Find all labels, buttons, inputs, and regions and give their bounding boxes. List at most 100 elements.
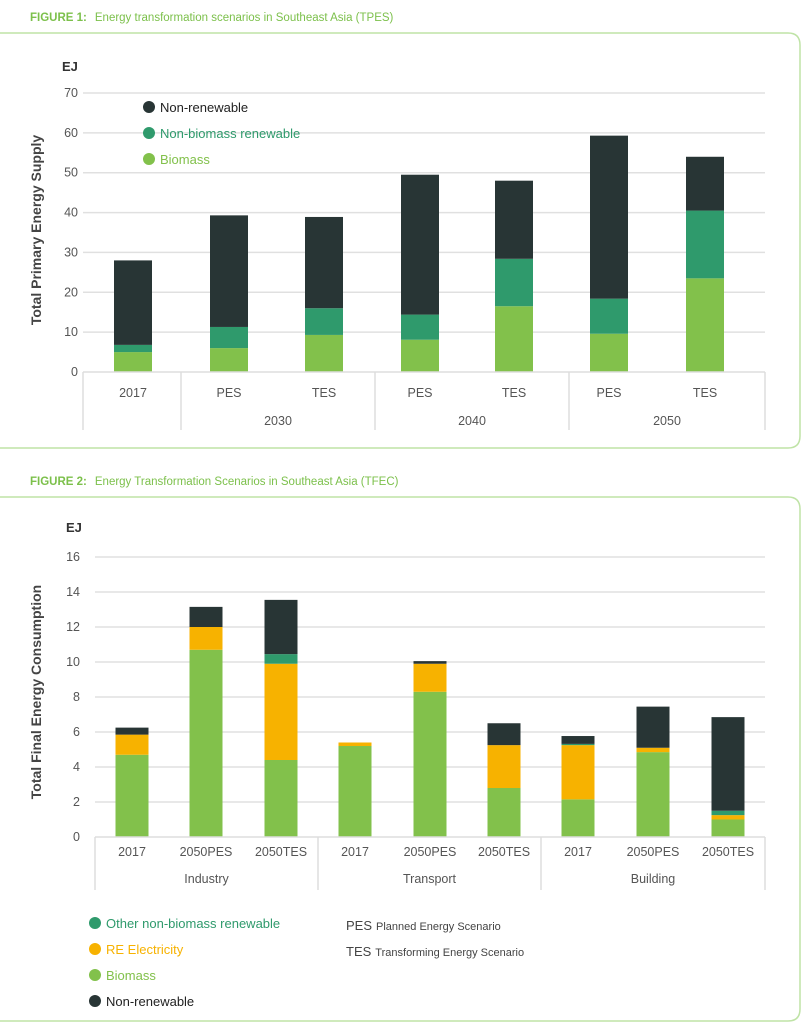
bar-segment-re-electricity xyxy=(711,815,745,820)
x-tick-label: TES xyxy=(693,386,717,400)
figure-2: FIGURE 2: Energy Transformation Scenarios… xyxy=(0,476,801,1022)
bar-segment-re-electricity xyxy=(189,627,223,650)
abbr-pes: PES xyxy=(346,918,372,933)
legend-item: Other non-biomass renewable xyxy=(106,916,280,931)
x-tick-label: 2050PES xyxy=(404,845,457,859)
y-tick-label: 14 xyxy=(66,585,80,599)
bar-segment-non-renewable xyxy=(686,156,724,211)
bar-segment-non-renewable xyxy=(305,216,343,309)
group-label: Building xyxy=(631,872,676,886)
bar-segment-biomass xyxy=(686,278,724,372)
bar-segment-biomass xyxy=(711,819,745,837)
y-tick-label: 6 xyxy=(73,725,80,739)
figure-2-y-axis-title: Total Final Energy Consumption xyxy=(28,585,44,799)
figure-2-unit: EJ xyxy=(66,520,82,535)
y-tick-label: 50 xyxy=(64,166,78,180)
group-label: 2030 xyxy=(264,414,292,428)
legend-marker xyxy=(89,943,101,955)
legend-item: RE Electricity xyxy=(106,942,184,957)
legend-marker xyxy=(89,969,101,981)
bar-segment-non-biomass-renewable xyxy=(495,258,533,307)
bar-segment-biomass xyxy=(495,306,533,372)
bar-segment-non-renewable xyxy=(189,606,223,627)
figure-1: FIGURE 1: Energy transformation scenarios… xyxy=(0,12,801,449)
x-tick-label: TES xyxy=(312,386,336,400)
legend-marker xyxy=(143,101,155,113)
bar-segment-non-renewable xyxy=(636,706,670,748)
bar-segment-biomass xyxy=(487,788,521,837)
bar-segment-non-renewable xyxy=(413,661,447,664)
x-tick-label: 2017 xyxy=(119,386,147,400)
bar-segment-re-electricity xyxy=(338,742,372,746)
svg-text:FIGURE 1:Energy transformation: FIGURE 1: Energy transformation scenarios… xyxy=(30,12,394,24)
abbreviation-key: PES Planned Energy Scenario TES Transformi… xyxy=(346,918,524,959)
bar-segment-non-renewable xyxy=(711,717,745,811)
bar-segment-non-renewable xyxy=(590,135,628,299)
bar-segment-biomass xyxy=(114,352,152,372)
y-tick-label: 4 xyxy=(73,760,80,774)
bar-segment-re-electricity xyxy=(115,734,149,755)
bar-segment-biomass xyxy=(401,339,439,372)
y-tick-label: 20 xyxy=(64,285,78,299)
legend-item: Non-biomass renewable xyxy=(160,126,300,141)
y-tick-label: 12 xyxy=(66,620,80,634)
figure-2-frame xyxy=(0,496,801,1022)
svg-text:FIGURE 2:Energy Transformation: FIGURE 2: Energy Transformation Scenarios… xyxy=(30,476,399,488)
bar-segment-non-biomass-renewable xyxy=(401,314,439,340)
figure-1-label: FIGURE 1: xyxy=(30,12,87,24)
bar-segment-biomass xyxy=(590,333,628,372)
y-tick-label: 60 xyxy=(64,126,78,140)
bar-segment-other-non-biomass-renewable xyxy=(561,743,595,746)
y-tick-label: 0 xyxy=(73,830,80,844)
x-tick-label: 2050TES xyxy=(702,845,754,859)
x-tick-label: 2050TES xyxy=(255,845,307,859)
bar-segment-biomass xyxy=(264,760,298,837)
group-label: Transport xyxy=(403,872,457,886)
bar-segment-re-electricity xyxy=(561,745,595,800)
bar-segment-non-renewable xyxy=(401,174,439,315)
figure-1-frame xyxy=(0,32,801,449)
bar-segment-non-renewable xyxy=(264,599,298,655)
legend-marker xyxy=(143,127,155,139)
bar-segment-biomass xyxy=(338,746,372,837)
figure-2-title: Energy Transformation Scenarios in South… xyxy=(95,476,399,488)
bar-segment-non-renewable xyxy=(114,260,152,345)
group-label: 2040 xyxy=(458,414,486,428)
legend-item: Non-renewable xyxy=(106,994,194,1009)
legend-marker xyxy=(89,995,101,1007)
bar-segment-non-biomass-renewable xyxy=(305,308,343,335)
legend-item: Biomass xyxy=(106,968,156,983)
bar-segment-re-electricity xyxy=(264,663,298,760)
figure-1-unit: EJ xyxy=(62,59,78,74)
x-tick-label: PES xyxy=(407,386,432,400)
group-label: 2050 xyxy=(653,414,681,428)
x-tick-label: TES xyxy=(502,386,526,400)
legend-item: Non-renewable xyxy=(160,100,248,115)
x-tick-label: 2050PES xyxy=(180,845,233,859)
bar-segment-non-biomass-renewable xyxy=(114,344,152,353)
bar-segment-biomass xyxy=(189,649,223,837)
figure-1-bars xyxy=(114,135,724,372)
y-tick-label: 8 xyxy=(73,690,80,704)
abbr-pes-text: Planned Energy Scenario xyxy=(376,921,501,933)
figure-2-label: FIGURE 2: xyxy=(30,476,87,488)
y-tick-label: 16 xyxy=(66,550,80,564)
bar-segment-non-biomass-renewable xyxy=(590,298,628,334)
bar-segment-biomass xyxy=(413,691,447,837)
figure-2-legend: Other non-biomass renewable RE Electricit… xyxy=(89,916,280,1009)
bar-segment-non-renewable xyxy=(210,215,248,327)
bar-segment-non-biomass-renewable xyxy=(686,210,724,279)
bar-segment-biomass xyxy=(210,348,248,372)
bar-segment-non-renewable xyxy=(487,723,521,746)
y-tick-label: 2 xyxy=(73,795,80,809)
legend-marker xyxy=(89,917,101,929)
bar-segment-biomass xyxy=(561,799,595,837)
x-tick-label: 2017 xyxy=(564,845,592,859)
y-tick-label: 40 xyxy=(64,206,78,220)
bar-segment-biomass xyxy=(636,752,670,837)
y-tick-label: 10 xyxy=(64,325,78,339)
figure-2-bars xyxy=(115,599,745,837)
